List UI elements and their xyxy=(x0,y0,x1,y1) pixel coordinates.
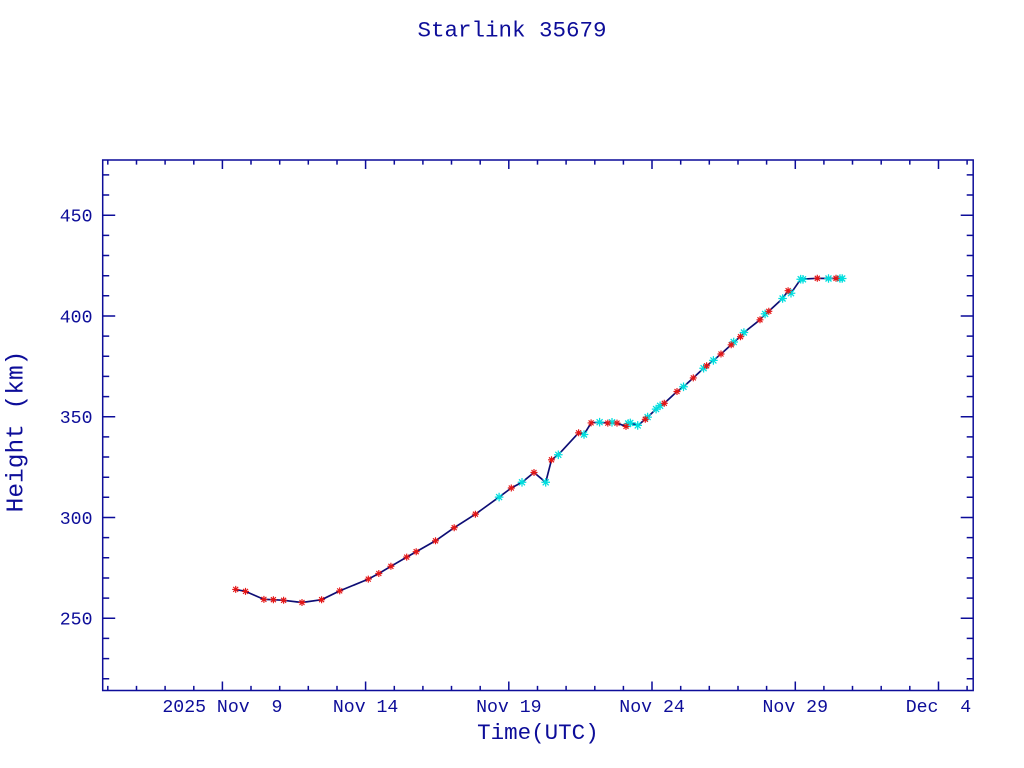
svg-text:Nov 14: Nov 14 xyxy=(333,698,399,718)
svg-text:Height (km): Height (km) xyxy=(3,351,30,513)
svg-text:Time(UTC): Time(UTC) xyxy=(477,720,599,746)
svg-text:350: 350 xyxy=(60,409,93,429)
svg-text:Nov 24: Nov 24 xyxy=(619,698,685,718)
svg-text:250: 250 xyxy=(60,611,93,631)
svg-text:2025 Nov 9: 2025 Nov 9 xyxy=(162,698,282,718)
svg-text:Nov 29: Nov 29 xyxy=(763,698,829,718)
svg-text:Starlink 35679: Starlink 35679 xyxy=(417,18,606,44)
svg-text:450: 450 xyxy=(60,208,93,228)
svg-text:Nov 19: Nov 19 xyxy=(476,698,542,718)
svg-text:300: 300 xyxy=(60,510,93,530)
svg-text:Dec 4: Dec 4 xyxy=(906,698,972,718)
svg-text:400: 400 xyxy=(60,308,93,328)
